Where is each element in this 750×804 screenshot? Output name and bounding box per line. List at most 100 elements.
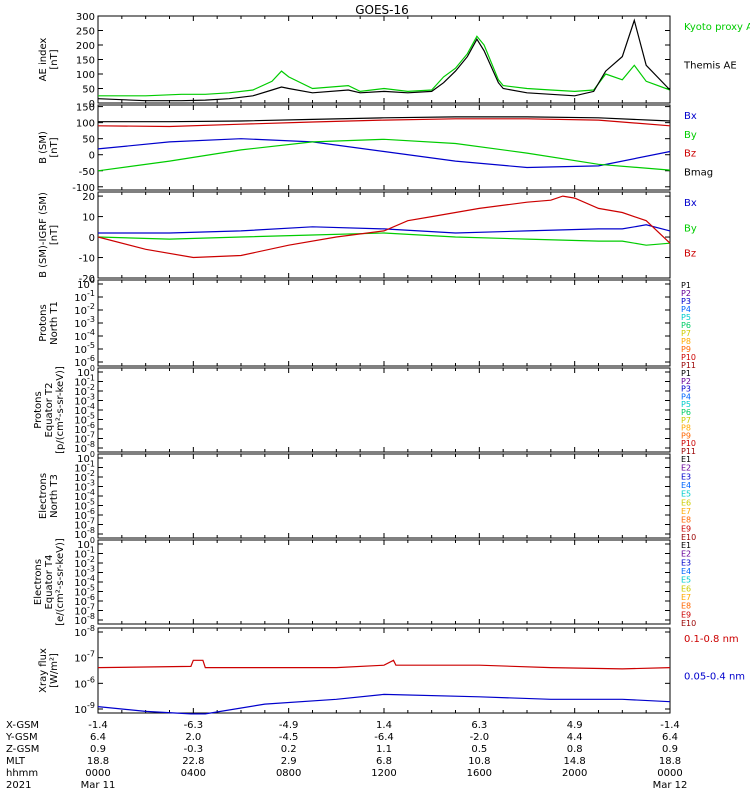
orbit-cell: 10.8 — [468, 756, 490, 767]
legend-entry: Themis AE — [683, 61, 737, 72]
legend-entry: Bmag — [684, 167, 713, 178]
y-axis-label: [nT] — [49, 225, 60, 245]
orbit-cell: -6.3 — [184, 720, 204, 731]
y-axis-label: B (SM) — [38, 131, 49, 164]
legend-entry: E7 — [681, 593, 691, 602]
orbit-cell: 1.4 — [376, 720, 392, 731]
legend-entry: P1 — [681, 281, 691, 290]
legend-entry: P11 — [681, 361, 696, 370]
panel-frame — [97, 15, 671, 104]
y-tick-label: 10-4 — [74, 574, 95, 589]
orbit-row-label: X-GSM — [6, 720, 39, 731]
y-tick-label: 250 — [76, 27, 95, 38]
y-tick-label: 0 — [89, 99, 95, 110]
orbit-row-label: hhmm — [6, 768, 38, 779]
legend-entry: 0.1-0.8 nm — [684, 634, 739, 645]
orbit-cell: 0400 — [181, 768, 206, 779]
orbit-cell: -4.5 — [279, 732, 299, 743]
y-axis-label: B (SM)-IGRF (SM) — [38, 192, 49, 278]
orbit-cell: -1.4 — [88, 720, 108, 731]
legend-entry: E4 — [681, 567, 691, 576]
y-axis-label: Equator T4 — [44, 555, 55, 610]
y-tick-label: 10-3 — [74, 565, 95, 580]
legend-entry: E7 — [681, 507, 691, 516]
y-tick-label: 150 — [76, 56, 95, 67]
orbit-cell: 0.2 — [281, 744, 297, 755]
legend-entry: 0.05-0.4 nm — [684, 672, 745, 683]
orbit-cell: 14.8 — [564, 756, 586, 767]
panel-frame — [97, 279, 671, 367]
y-tick-label: 0 — [89, 151, 95, 162]
y-tick-label: 10-2 — [74, 555, 95, 570]
orbit-cell: 4.4 — [567, 732, 583, 743]
legend-entry: E3 — [681, 472, 691, 481]
legend-entry: P1 — [681, 369, 691, 378]
panel-frame — [97, 539, 671, 625]
series-line — [98, 35, 671, 97]
legend-entry: P8 — [681, 424, 691, 433]
legend-entry: E9 — [681, 610, 691, 619]
legend-entry: By — [684, 223, 697, 234]
legend-entry: E8 — [681, 602, 691, 611]
orbit-cell: 6.8 — [376, 756, 392, 767]
y-tick-label: 10-1 — [74, 546, 95, 561]
series-line — [98, 116, 671, 123]
y-tick-label: 100 — [77, 364, 95, 379]
y-tick-label: 10-2 — [74, 383, 95, 398]
panel-frame — [97, 453, 671, 539]
orbit-cell: -0.3 — [184, 744, 204, 755]
y-tick-label: 100 — [76, 119, 95, 130]
legend-entry: P3 — [681, 385, 691, 394]
orbit-cell: 0000 — [85, 768, 110, 779]
legend-entry: P7 — [681, 416, 691, 425]
y-tick-label: 10-4 — [74, 488, 95, 503]
y-tick-label: 10-8 — [74, 612, 95, 627]
y-tick-label: -100 — [72, 183, 95, 194]
y-axis-label: Protons — [38, 304, 49, 341]
legend-entry: E9 — [681, 524, 691, 533]
panel-frame — [97, 627, 671, 714]
y-tick-label: 10-6 — [74, 507, 95, 522]
orbit-row-label: Y-GSM — [5, 732, 38, 743]
y-tick-label: 10-6 — [74, 421, 95, 436]
y-axis-label: AE index — [38, 38, 49, 82]
y-tick-label: -10 — [79, 254, 95, 265]
orbit-cell: 0.8 — [567, 744, 583, 755]
orbit-cell: 6.3 — [471, 720, 487, 731]
orbit-cell: 2.9 — [281, 756, 297, 767]
y-tick-label: -20 — [79, 274, 95, 285]
legend-entry: E10 — [681, 533, 696, 542]
y-axis-label: Xray flux — [38, 648, 49, 693]
panel-frame — [97, 191, 671, 279]
legend-entry: E4 — [681, 481, 691, 490]
legend-entry: P9 — [681, 431, 691, 440]
legend-entry: Bx — [684, 198, 697, 209]
y-tick-label: 0 — [89, 233, 95, 244]
y-axis-label: North T1 — [49, 301, 60, 345]
y-axis-label: Electrons — [38, 473, 49, 519]
orbit-cell: -4.9 — [279, 720, 299, 731]
legend-entry: P6 — [681, 408, 691, 417]
series-line — [97, 138, 671, 169]
series-line — [97, 18, 671, 102]
y-tick-label: 10-9 — [74, 701, 95, 716]
orbit-cell: 1600 — [467, 768, 492, 779]
y-tick-label: -50 — [79, 167, 95, 178]
y-tick-label: 20 — [82, 192, 95, 203]
y-tick-label: 100 — [77, 536, 95, 551]
series-line — [97, 138, 671, 172]
y-tick-label: 100 — [77, 450, 95, 465]
y-tick-label: 200 — [76, 41, 95, 52]
y-tick-label: 10-5 — [74, 412, 95, 427]
orbit-cell: 18.8 — [659, 756, 681, 767]
y-axis-label: Protons — [33, 391, 44, 428]
legend-entry: Bz — [684, 249, 696, 260]
series-line — [97, 118, 671, 128]
orbit-cell: Mar 12 — [653, 780, 688, 791]
orbit-cell: Mar 11 — [81, 780, 116, 791]
legend-entry: E3 — [681, 558, 691, 567]
legend-entry: E6 — [681, 498, 691, 507]
y-tick-label: 10-6 — [74, 675, 95, 690]
y-tick-label: 10-8 — [74, 526, 95, 541]
